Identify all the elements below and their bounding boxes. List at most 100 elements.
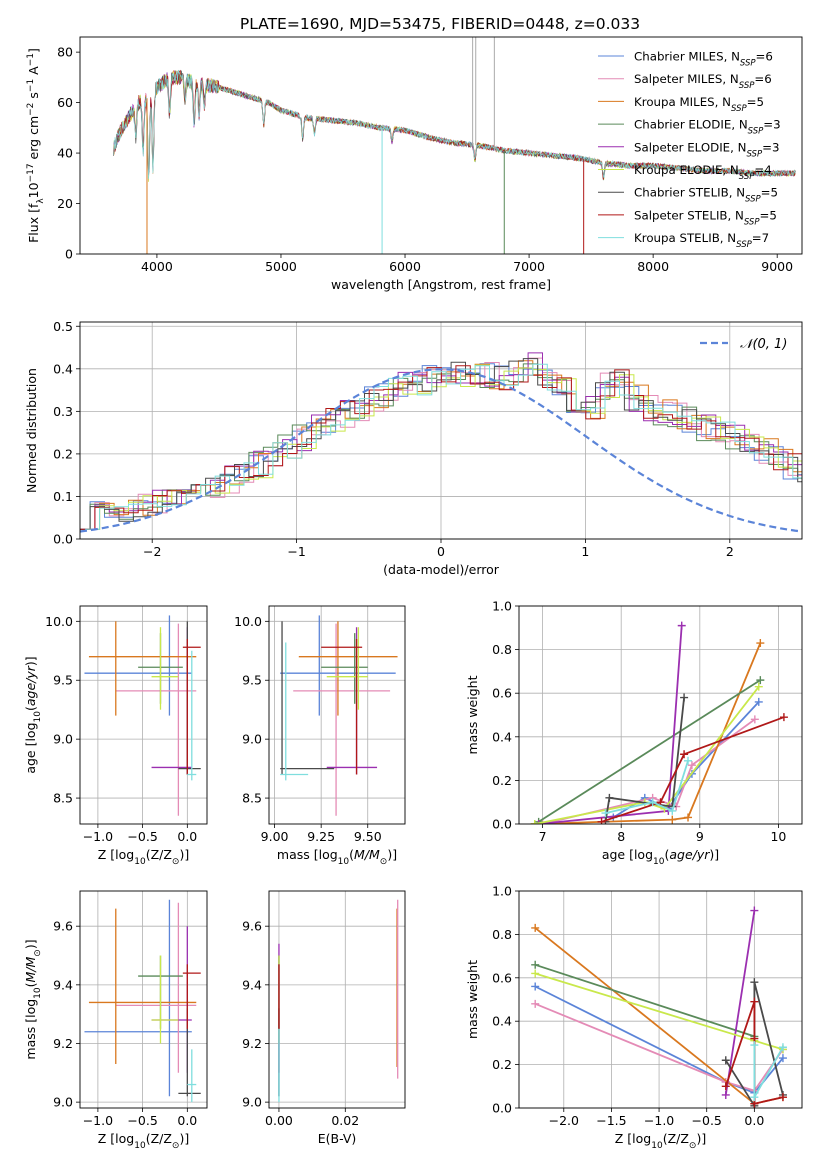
x-tick-label: 5000 [265, 259, 297, 274]
errorbars [280, 615, 398, 816]
weight-vs-age-panel: 7 8 9 10 0.0 0.2 0.4 0.6 0.8 1.0 age [log10(age/yr… [465, 599, 803, 867]
spectrum-panel: wavelength [Angstrom, rest frame] Flux [f… [26, 36, 803, 292]
y-tick-label: 0.2 [492, 773, 512, 788]
weight-series [534, 686, 760, 824]
legend-entry: Kroupa STELIB, NSSP=7 [634, 231, 769, 250]
y-tick-label: 9.6 [53, 919, 73, 934]
x-axis-label: Z [log10(Z/Z⊙)] [98, 1131, 189, 1151]
x-tick-label: 0.00 [265, 1113, 293, 1128]
y-tick-label: 10.0 [234, 614, 262, 629]
x-tick-label: −1 [287, 544, 305, 559]
y-tick-label: 0 [65, 247, 73, 262]
y-tick-label: 8.5 [242, 791, 262, 806]
y-axis-label: Flux [fλ10−17 erg cm−2 s−1 A−1] [26, 48, 46, 243]
weight-point [687, 761, 696, 770]
weight-point [605, 793, 614, 802]
weight-point [721, 1056, 730, 1065]
x-tick-label: 0.0 [744, 1113, 764, 1128]
y-tick-label: 9.0 [53, 1095, 73, 1110]
legend-entry: Kroupa MILES, NSSP=5 [634, 95, 764, 114]
weight-point [684, 756, 693, 765]
x-tick-label: 8 [617, 829, 625, 844]
x-axis-label: Z [log10(Z/Z⊙)] [98, 847, 189, 867]
y-tick-label: 0.0 [492, 817, 512, 832]
x-axis-label: wavelength [Angstrom, rest frame] [331, 277, 551, 292]
x-tick-label: −0.5 [127, 1113, 157, 1128]
y-tick-label: 9.0 [53, 732, 73, 747]
weight-point [531, 999, 540, 1008]
weight-point [750, 715, 759, 724]
x-tick-label: −2 [143, 544, 161, 559]
spectrum-line [113, 69, 796, 180]
legend-entry: Salpeter ELODIE, NSSP=3 [634, 140, 779, 159]
normal-curve [80, 368, 802, 533]
y-tick-label: 0.4 [492, 729, 512, 744]
axes-frame [518, 605, 803, 825]
weight-point [754, 697, 763, 706]
legend-entry: Salpeter STELIB, NSSP=5 [634, 208, 777, 227]
weight-series [534, 1002, 784, 1092]
y-tick-label: 0.4 [53, 361, 73, 376]
weight-series [601, 716, 785, 823]
weight-series [724, 910, 756, 1096]
y-tick-label: 0.6 [492, 686, 512, 701]
weight-point [721, 1090, 730, 1099]
y-tick-label: 9.2 [53, 1036, 73, 1051]
errorbars [84, 615, 201, 816]
weight-point [531, 969, 540, 978]
residuals-legend: 𝒩(0, 1) [700, 337, 787, 352]
y-tick-label: 0.0 [492, 1101, 512, 1116]
weight-point [531, 960, 540, 969]
weight-lines [531, 906, 787, 1108]
weight-point [756, 639, 765, 648]
x-tick-label: −0.5 [127, 829, 157, 844]
x-tick-label: 6000 [389, 259, 421, 274]
x-tick-label: 9000 [761, 259, 793, 274]
y-tick-label: 0.4 [492, 1014, 512, 1029]
legend-entry: Salpeter MILES, NSSP=6 [634, 72, 772, 91]
weight-series [534, 963, 755, 1038]
x-axis-label: E(B-V) [318, 1131, 357, 1146]
y-tick-label: 9.4 [242, 977, 262, 992]
weight-lines [530, 621, 788, 824]
x-tick-label: 7000 [513, 259, 545, 274]
weight-point [680, 693, 689, 702]
y-axis-label: mass weight [465, 960, 480, 1039]
legend-entry: Chabrier ELODIE, NSSP=3 [634, 118, 781, 137]
y-tick-label: 1.0 [492, 599, 512, 614]
x-tick-label: 1 [581, 544, 589, 559]
figure-title: PLATE=1690, MJD=53475, FIBERID=0448, z=0… [240, 15, 640, 33]
legend-entry: Kroupa ELODIE, NSSP=4 [634, 163, 772, 182]
histogram-series [80, 358, 802, 530]
x-tick-label: 9.25 [307, 829, 335, 844]
x-axis-label: mass [log10(M/M⊙)] [277, 847, 397, 867]
axes-frame [268, 605, 406, 825]
histograms [80, 352, 802, 533]
age-vs-Z-panel: −1.0 −0.5 0.0 8.5 9.0 9.5 10.0 Z [log10(Z/Z⊙)] a… [23, 605, 208, 867]
residuals-panel: −2 −1 0 1 2 0.0 0.1 0.2 0.3 0.4 0.5 (data-model)/er… [24, 319, 803, 577]
x-tick-label: −2.0 [549, 1113, 579, 1128]
y-tick-label: 0.0 [53, 532, 73, 547]
y-tick-label: 80 [57, 45, 73, 60]
weight-series [605, 760, 689, 814]
weight-point [779, 713, 788, 722]
x-tick-label: 10 [770, 829, 786, 844]
weight-point [778, 1054, 787, 1063]
x-tick-label: −1.0 [83, 829, 113, 844]
weight-point [668, 815, 677, 824]
x-tick-label: −1.0 [83, 1113, 113, 1128]
axes-frame [79, 321, 803, 540]
mass-vs-EBV-panel: 0.00 0.02 9.0 9.2 9.4 9.6 E(B-V) [242, 890, 406, 1146]
histogram-series [85, 364, 802, 530]
y-tick-label: 0.6 [492, 970, 512, 985]
x-tick-label: −1.0 [644, 1113, 674, 1128]
legend-entry: Chabrier STELIB, NSSP=5 [634, 186, 778, 205]
weight-point [750, 1093, 759, 1102]
x-tick-label: 0 [437, 544, 445, 559]
y-tick-label: 9.2 [242, 1036, 262, 1051]
y-tick-label: 9.0 [242, 732, 262, 747]
errorbars [278, 899, 399, 1103]
x-axis-label: (data-model)/error [383, 562, 500, 577]
weight-point [750, 997, 759, 1006]
